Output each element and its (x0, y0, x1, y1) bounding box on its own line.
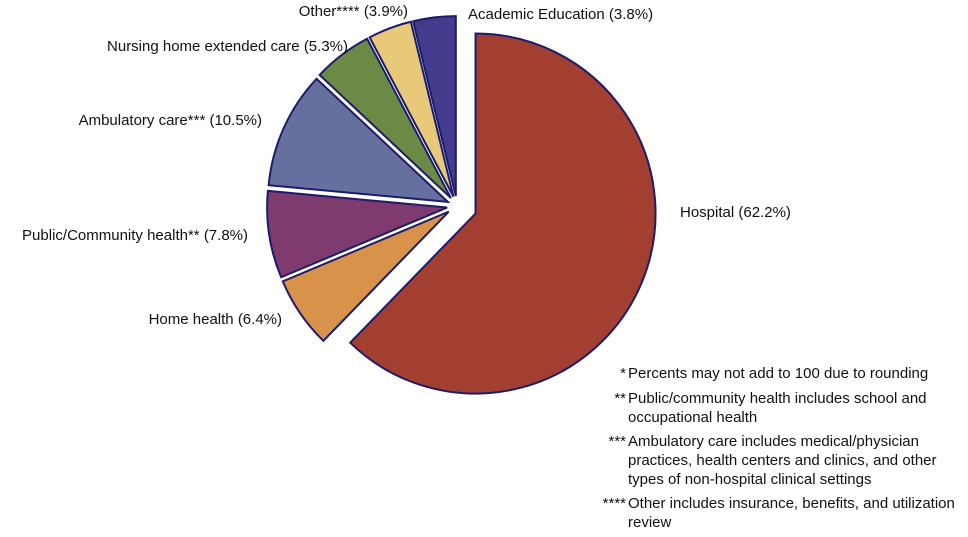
footnote: *** Ambulatory care includes medical/phys… (596, 432, 966, 489)
footnote-marker: * (620, 365, 626, 382)
pie-slice (368, 20, 455, 198)
slice-label: Academic Education (3.8%) (468, 6, 653, 23)
slice-label: Public/Community health** (7.8%) (22, 227, 248, 244)
footnote-marker: *** (608, 433, 626, 450)
value-label: (7.8%) (204, 227, 248, 244)
slice-label: Ambulatory care*** (10.5%) (79, 112, 262, 129)
pie-slice (266, 189, 448, 279)
pie-slice (281, 210, 450, 343)
value-label: (10.5%) (209, 112, 262, 129)
category-label: Ambulatory care*** (79, 112, 206, 129)
category-label: Home health (149, 311, 234, 328)
footnote: * Percents may not add to 100 due to roun… (596, 364, 966, 383)
category-label: Nursing home extended care (107, 38, 300, 55)
value-label: (3.9%) (364, 3, 408, 20)
footnote-text: Other includes insurance, benefits, and … (628, 495, 955, 531)
footnote: **** Other includes insurance, benefits, … (596, 494, 966, 532)
pie-slice (318, 37, 452, 199)
footnote-marker: **** (602, 495, 626, 512)
pie-slice (411, 15, 457, 197)
category-label: Hospital (680, 204, 734, 221)
value-label: (62.2%) (738, 204, 791, 221)
slice-label: Hospital (62.2%) (680, 204, 791, 221)
footnote: ** Public/community health includes schoo… (596, 389, 966, 427)
slice-label: Home health (6.4%) (149, 311, 282, 328)
category-label: Academic Education (468, 6, 605, 23)
slice-label: Nursing home extended care (5.3%) (107, 38, 348, 55)
pie-slice (267, 77, 451, 204)
footnote-text: Public/community health includes school … (628, 390, 927, 426)
footnote-text: Ambulatory care includes medical/physici… (628, 433, 937, 488)
slice-label: Other**** (3.9%) (299, 3, 408, 20)
footnote-marker: ** (614, 390, 626, 407)
pie-slice (348, 32, 657, 395)
value-label: (6.4%) (238, 311, 282, 328)
value-label: (5.3%) (304, 38, 348, 55)
category-label: Other**** (299, 3, 360, 20)
footnote-text: Percents may not add to 100 due to round… (628, 365, 929, 382)
category-label: Public/Community health** (22, 227, 200, 244)
value-label: (3.8%) (609, 6, 653, 23)
